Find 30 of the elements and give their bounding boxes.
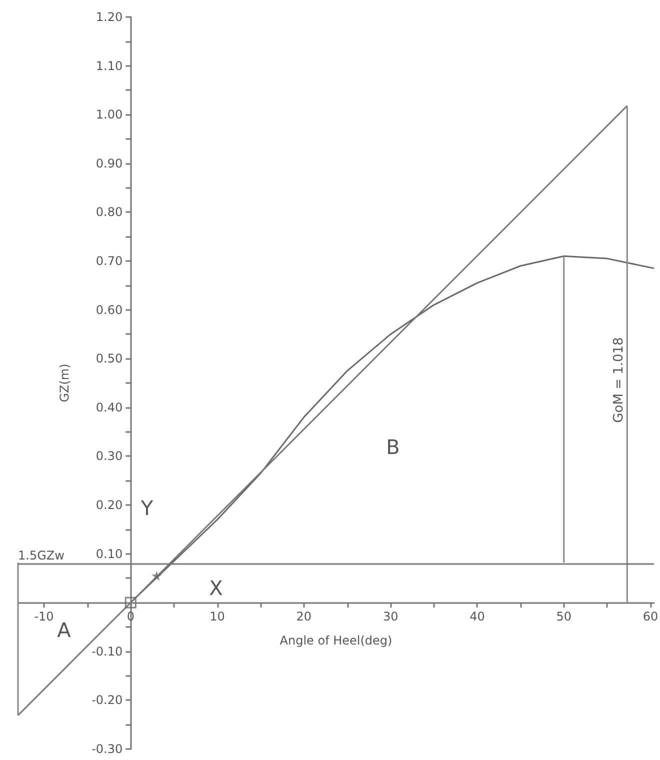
y-tick-label: 0.40 — [96, 400, 123, 414]
x-tick-label: -10 — [34, 610, 54, 624]
annotation: B — [386, 435, 400, 459]
x-tick-label: 40 — [470, 610, 485, 624]
annotation: A — [57, 618, 72, 642]
x-axis-title: Angle of Heel(deg) — [280, 634, 392, 648]
y-tick-label: 1.20 — [96, 10, 123, 24]
y-tick-label: 1.00 — [96, 108, 123, 122]
y-tick-label: -0.20 — [92, 693, 123, 708]
y-tick-label: 0.20 — [96, 498, 123, 512]
y-tick-label: 0.30 — [96, 449, 123, 464]
x-tick-label: 10 — [210, 610, 225, 624]
y-tick-label: 0.10 — [96, 546, 123, 561]
annotation: GoM = 1.018 — [612, 337, 626, 423]
annotation: X — [209, 576, 224, 600]
y-tick-label: 0.50 — [96, 352, 123, 366]
y-tick-label: 0.80 — [96, 205, 123, 220]
y-tick-label: -0.10 — [92, 644, 123, 658]
y-tick-label: 1.10 — [96, 58, 123, 73]
x-tick-label: 50 — [556, 610, 572, 624]
y-tick-label: 0.60 — [96, 302, 123, 317]
y-tick-label: 0.70 — [96, 254, 123, 268]
y-tick-label: -0.30 — [92, 742, 123, 756]
x-tick-label: 30 — [382, 610, 398, 624]
x-tick-label: 20 — [296, 610, 312, 624]
annotation: Y — [140, 496, 154, 520]
y-axis-title: GZ(m) — [58, 364, 72, 402]
y-tick-label: 0.90 — [96, 156, 123, 170]
ref-line-label: 1.5GZw — [18, 548, 65, 563]
x-tick-label: 60 — [642, 610, 658, 624]
